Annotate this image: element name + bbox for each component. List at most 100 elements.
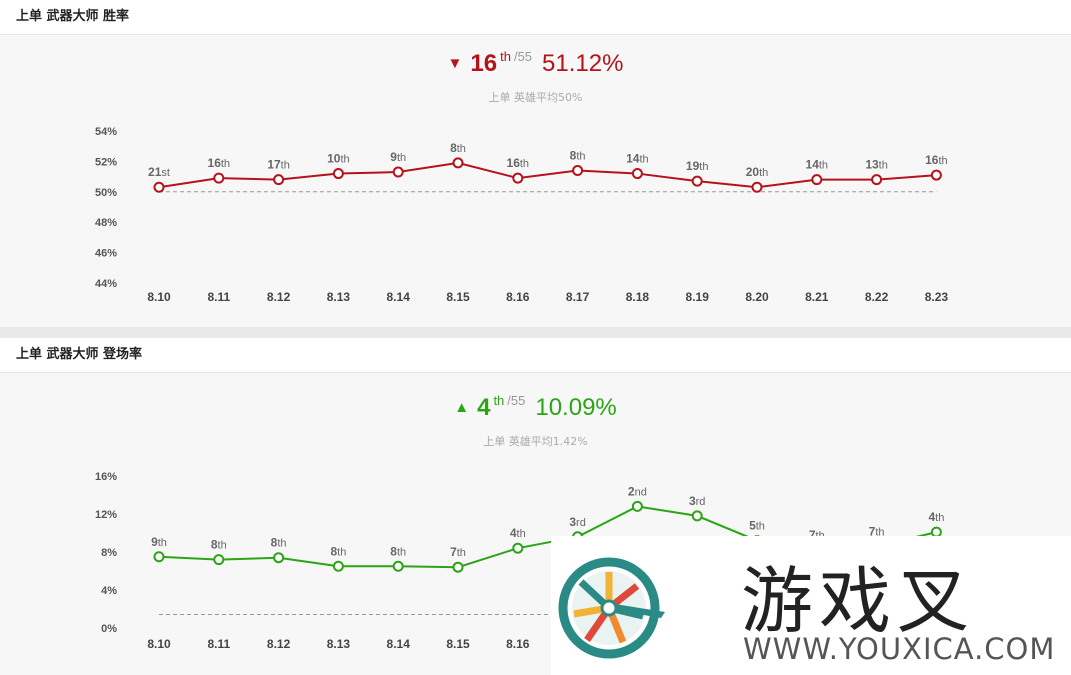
data-point[interactable]	[691, 175, 703, 187]
y-tick-label: 44%	[95, 278, 117, 290]
data-point[interactable]	[631, 500, 643, 512]
x-tick-label: 8.15	[446, 637, 470, 651]
x-tick-label: 8.12	[267, 637, 291, 651]
rank-label: 8th	[211, 538, 227, 552]
rank-label: 4th	[928, 510, 944, 524]
rank-label: 8th	[570, 149, 586, 163]
x-tick-label: 8.20	[745, 290, 769, 304]
y-tick-label: 0%	[101, 623, 117, 635]
y-tick-label: 12%	[95, 509, 117, 521]
winrate-percent: 51.12%	[542, 50, 624, 77]
winrate-rank-total: /55	[513, 49, 533, 64]
x-tick-label: 8.18	[626, 290, 650, 304]
winrate-rank-number: 16	[470, 50, 498, 77]
rank-label: 4th	[510, 526, 526, 540]
x-tick-label: 8.21	[805, 290, 829, 304]
data-point[interactable]	[811, 174, 823, 186]
pickrate-average-text: 上单 英雄平均1.42%	[483, 435, 588, 448]
rank-label: 13th	[865, 158, 888, 172]
pickrate-panel-title: 上单 武器大师 登场率	[0, 338, 1071, 373]
x-tick-label: 8.17	[566, 290, 590, 304]
watermark-title: 游戏叉	[741, 559, 976, 643]
data-point[interactable]	[572, 165, 584, 177]
y-tick-label: 8%	[101, 547, 117, 559]
y-tick-label: 4%	[101, 585, 117, 597]
x-tick-label: 8.13	[327, 290, 351, 304]
rank-label: 8th	[330, 544, 346, 558]
rank-label: 16th	[925, 153, 948, 167]
winrate-rank-suffix: th	[500, 49, 511, 64]
y-tick-label: 52%	[95, 156, 117, 168]
y-tick-label: 54%	[95, 126, 117, 138]
data-point[interactable]	[930, 169, 942, 181]
data-point[interactable]	[392, 560, 404, 572]
x-tick-label: 8.16	[506, 637, 530, 651]
rank-label: 9th	[151, 535, 167, 549]
rank-label: 9th	[390, 150, 406, 164]
triangle-down-icon: ▼	[447, 55, 463, 72]
pickrate-rank-number: 4	[477, 394, 491, 421]
data-point[interactable]	[452, 157, 464, 169]
winrate-average-text: 上单 英雄平均50%	[488, 91, 583, 104]
data-point[interactable]	[213, 554, 225, 566]
pickrate-rank-total: /55	[507, 393, 526, 408]
x-tick-label: 8.10	[147, 290, 171, 304]
x-tick-label: 8.15	[446, 290, 470, 304]
rank-label: 19th	[686, 159, 709, 173]
data-point[interactable]	[332, 560, 344, 572]
rank-label: 10th	[327, 152, 350, 166]
data-point[interactable]	[751, 181, 763, 193]
winrate-panel-title: 上单 武器大师 胜率	[0, 0, 1071, 35]
rank-label: 8th	[450, 141, 466, 155]
pickrate-percent: 10.09%	[535, 394, 617, 421]
winrate-line-chart: 54% 52% 50% 48% 46% 44% 8.10 8.11 8.12 8.13 8.14 8.…	[95, 126, 949, 304]
y-tick-label: 50%	[95, 187, 117, 199]
x-tick-label: 8.23	[925, 290, 949, 304]
y-tick-label: 48%	[95, 217, 117, 229]
rank-label: 2nd	[628, 484, 647, 498]
data-point[interactable]	[332, 168, 344, 180]
rank-label: 8th	[271, 536, 287, 550]
panel-divider	[0, 327, 1071, 338]
data-point[interactable]	[512, 542, 524, 554]
rank-label: 17th	[267, 158, 290, 172]
wheel-logo-icon	[558, 557, 665, 659]
data-point[interactable]	[153, 181, 165, 193]
data-point[interactable]	[871, 174, 883, 186]
x-tick-label: 8.11	[207, 637, 230, 651]
data-point[interactable]	[153, 551, 165, 563]
x-tick-label: 8.19	[686, 290, 710, 304]
data-point[interactable]	[213, 172, 225, 184]
winrate-series-line	[158, 161, 937, 189]
y-tick-label: 46%	[95, 248, 117, 260]
watermark-url: WWW.YOUXICA.COM	[743, 632, 1056, 666]
data-point[interactable]	[452, 561, 464, 573]
x-tick-label: 8.16	[506, 290, 530, 304]
x-tick-label: 8.14	[387, 637, 411, 651]
data-point[interactable]	[273, 552, 285, 564]
y-tick-label: 16%	[95, 471, 117, 483]
rank-label: 14th	[806, 158, 829, 172]
x-tick-label: 8.10	[147, 637, 171, 651]
data-point[interactable]	[392, 166, 404, 178]
data-point[interactable]	[631, 168, 643, 180]
triangle-up-icon: ▲	[454, 399, 470, 416]
rank-label: 16th	[208, 156, 231, 170]
rank-label: 5th	[749, 519, 765, 533]
data-point[interactable]	[691, 510, 703, 522]
x-tick-label: 8.12	[267, 290, 291, 304]
rank-label: 14th	[626, 152, 649, 166]
rank-label: 21st	[148, 165, 170, 179]
rank-label: 3rd	[689, 494, 705, 508]
rank-label: 3rd	[569, 515, 585, 529]
x-tick-label: 8.11	[207, 290, 230, 304]
data-point[interactable]	[273, 174, 285, 186]
rank-label: 7th	[450, 545, 466, 559]
x-tick-label: 8.14	[387, 290, 411, 304]
data-point[interactable]	[512, 172, 524, 184]
x-tick-label: 8.13	[327, 637, 351, 651]
rank-label: 16th	[507, 156, 530, 170]
